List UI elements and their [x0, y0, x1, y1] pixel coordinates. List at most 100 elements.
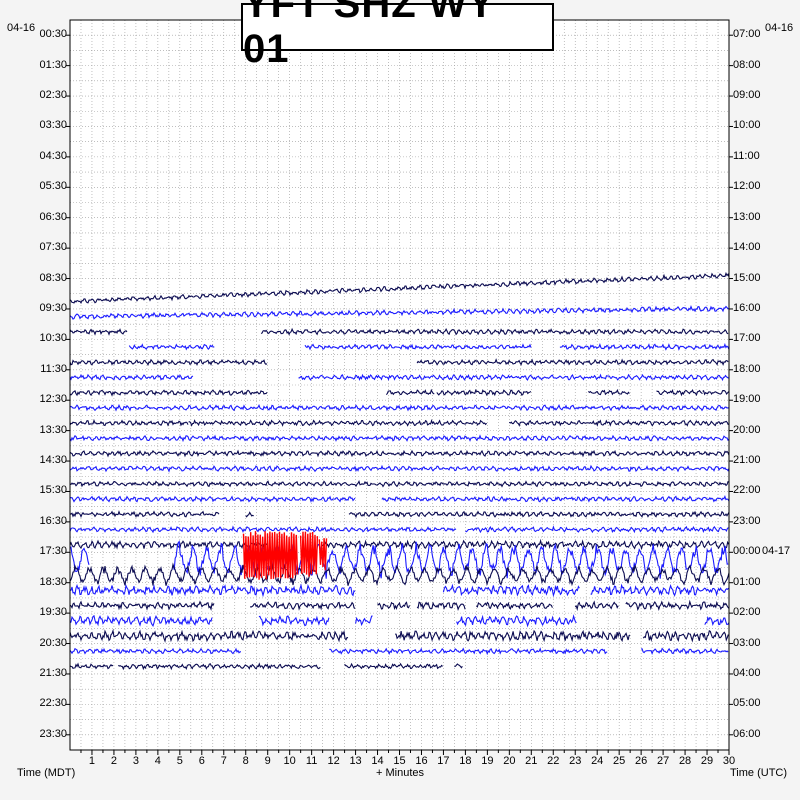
trace-row-24	[656, 389, 703, 397]
trace-row-42	[454, 663, 463, 669]
x-tick-label: 5	[176, 755, 183, 767]
x-tick-label: 18	[459, 755, 472, 767]
left-time-label: 18:30	[39, 575, 67, 588]
trace-row-20	[260, 327, 729, 336]
left-time-label: 02:30	[39, 89, 67, 102]
right-date-label: 04-16	[765, 22, 794, 34]
trace-row-21	[128, 343, 215, 351]
right-time-label: 10:00	[733, 119, 761, 132]
trace-row-26	[69, 418, 189, 427]
right-time-label: 00:00	[733, 545, 761, 558]
trace-row-33	[69, 525, 457, 534]
left-time-label: 04:30	[39, 149, 67, 162]
grid	[70, 20, 729, 750]
left-time-label: 12:30	[39, 393, 67, 406]
trace-row-32	[245, 511, 254, 518]
left-time-label: 15:30	[39, 484, 67, 497]
trace-row-39	[69, 614, 213, 627]
left-time-label: 01:30	[39, 58, 67, 71]
right-time-label: 18:00	[733, 362, 761, 375]
trace-row-41	[641, 647, 729, 656]
x-tick-label: 16	[415, 755, 428, 767]
trace-row-24	[69, 389, 268, 397]
left-time-label: 16:30	[39, 514, 67, 527]
right-time-label: 03:00	[733, 636, 761, 649]
trace-row-38	[574, 600, 619, 612]
clipped-signal	[242, 531, 328, 580]
x-tick-label: 15	[393, 755, 406, 767]
trace-row-32	[69, 510, 220, 519]
right-time-label: 05:00	[733, 697, 761, 710]
right-time-label: 15:00	[733, 271, 761, 284]
trace-row-22	[416, 358, 729, 367]
trace-row-20	[69, 328, 128, 336]
trace-row-18	[69, 271, 730, 305]
x-tick-label: 8	[242, 755, 249, 767]
x-tick-label: 7	[220, 755, 227, 767]
trace-row-37	[69, 583, 356, 598]
left-time-label: 13:30	[39, 423, 67, 436]
trace-row-34	[69, 539, 268, 551]
left-time-label: 06:30	[39, 210, 67, 223]
x-tick-label: 26	[635, 755, 648, 767]
trace-row-39	[355, 615, 373, 627]
trace-row-39	[258, 614, 330, 627]
left-time-label: 07:30	[39, 241, 67, 254]
trace-row-31	[381, 494, 730, 503]
left-time-label: 23:30	[39, 727, 67, 740]
x-tick-label: 25	[613, 755, 626, 767]
right-time-label: 23:00	[733, 514, 761, 527]
x-tick-label: 29	[700, 755, 714, 767]
clipped-trace	[299, 531, 319, 577]
trace-row-23	[69, 373, 194, 381]
x-tick-label: 9	[264, 755, 271, 767]
left-time-label: 20:30	[39, 636, 67, 649]
x-tick-label: 27	[656, 755, 670, 767]
trace-row-36	[69, 562, 730, 587]
trace-row-26	[188, 419, 488, 427]
right-time-label: 19:00	[733, 393, 761, 406]
trace-row-37	[442, 583, 580, 598]
trace-row-38	[625, 599, 730, 612]
trace-row-38	[416, 601, 466, 612]
trace-row-38	[69, 600, 215, 611]
trace-row-33	[465, 525, 729, 534]
trace-row-40	[642, 629, 729, 643]
left-time-label: 21:30	[39, 666, 67, 679]
plot-background	[70, 20, 729, 750]
right-time-label: 02:00	[733, 606, 761, 619]
x-tick-label: 11	[305, 755, 318, 767]
x-tick-label: 28	[678, 755, 692, 767]
right-axis-label: Time (UTC)	[730, 767, 788, 779]
x-tick-label: 14	[371, 755, 384, 767]
right-time-label: 07:00	[733, 28, 761, 41]
right-time-label: 01:00	[733, 575, 761, 588]
x-tick-label: 23	[569, 755, 582, 767]
trace-row-27	[69, 434, 730, 443]
x-tick-label: 2	[110, 755, 117, 767]
trace-row-42	[344, 662, 443, 670]
right-time-label: 12:00	[733, 180, 761, 193]
left-time-label: 09:30	[39, 301, 67, 314]
left-time-label: 00:30	[39, 28, 67, 41]
trace-row-31	[69, 495, 356, 503]
trace-row-37	[590, 583, 730, 597]
clipped-trace	[242, 531, 299, 580]
trace-row-21	[304, 343, 532, 351]
x-tick-label: 3	[132, 755, 139, 767]
trace-row-42	[69, 662, 114, 670]
left-time-label: 17:30	[39, 545, 67, 558]
x-tick-label: 21	[525, 755, 538, 767]
trace-row-41	[69, 647, 241, 655]
clipped-trace	[318, 538, 328, 571]
x-tick-label: 19	[481, 755, 494, 767]
tick-marks	[66, 34, 733, 755]
x-tick-label: 12	[327, 755, 340, 767]
trace-row-38	[249, 601, 356, 611]
x-tick-label: 4	[154, 755, 161, 767]
trace-row-26	[508, 419, 729, 427]
right-time-label: 16:00	[733, 301, 761, 314]
trace-row-38	[476, 601, 553, 610]
left-axis-label: Time (MDT)	[17, 767, 76, 779]
left-time-label: 22:30	[39, 697, 67, 710]
